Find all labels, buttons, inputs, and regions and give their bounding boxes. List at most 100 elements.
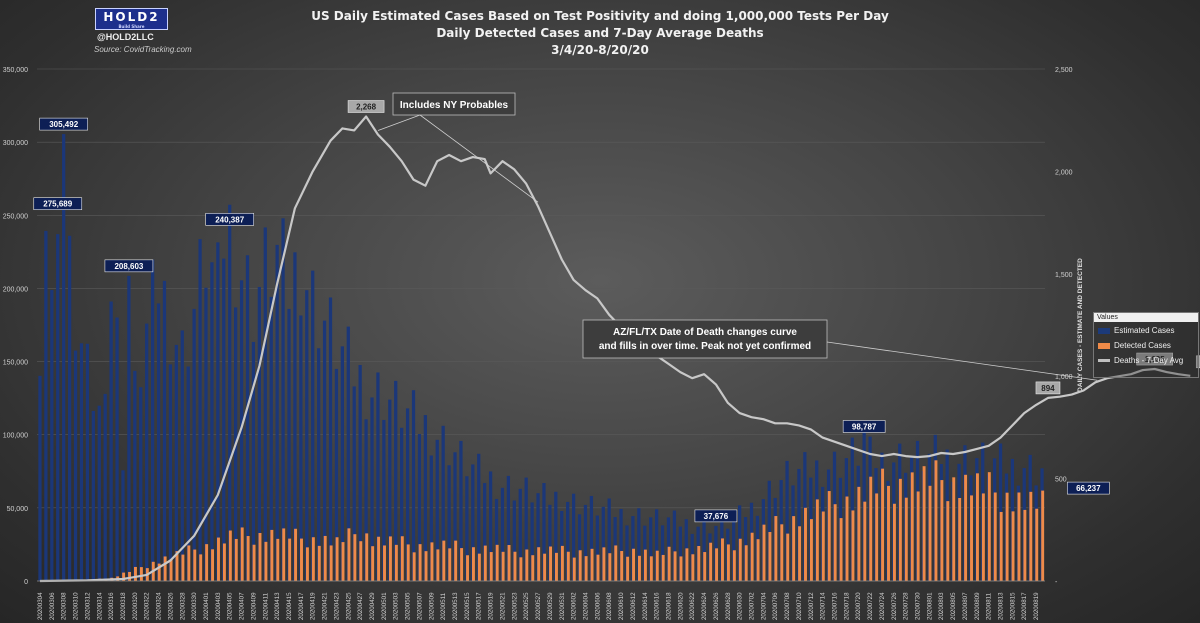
chart-title-line-1: US Daily Estimated Cases Based on Test P…: [311, 9, 889, 23]
bar-estimated: [97, 405, 101, 581]
bar-detected: [454, 540, 458, 581]
bar-detected: [276, 538, 280, 581]
data-label-box: [1067, 481, 1110, 495]
bar-estimated: [607, 498, 611, 581]
bar-estimated: [583, 504, 588, 581]
bar-detected: [821, 511, 825, 581]
bar-detected: [187, 545, 191, 581]
bar-estimated: [162, 280, 167, 581]
x-tick-label: 20200519: [488, 592, 495, 620]
bar-detected: [193, 549, 197, 581]
data-label-box: [104, 259, 154, 273]
x-tick-label: 20200521: [499, 592, 506, 620]
bar-detected: [489, 552, 493, 581]
bar-detected: [715, 548, 719, 581]
x-tick-label: 20200423: [333, 592, 340, 620]
bar-detected: [952, 477, 956, 581]
deaths-line: [39, 115, 1191, 583]
x-tick-label: 20200415: [286, 592, 293, 620]
bar-estimated: [654, 509, 659, 581]
bar-detected: [614, 545, 618, 581]
bar-detected: [353, 534, 357, 581]
bar-estimated: [400, 427, 404, 581]
bar-estimated: [660, 525, 665, 581]
x-tick-label: 20200413: [274, 592, 281, 620]
bar-detected: [964, 474, 968, 581]
bar-estimated: [465, 476, 469, 581]
bar-estimated: [518, 488, 522, 581]
x-tick-label: 20200503: [393, 592, 400, 620]
bar-detected: [774, 516, 778, 581]
bar-detected: [756, 539, 760, 581]
bar-detected: [804, 507, 807, 581]
legend-label-detected: Detected Cases: [1114, 341, 1171, 350]
bar-estimated: [186, 366, 190, 581]
bar-detected: [424, 551, 428, 581]
bar-detected: [329, 545, 333, 581]
y-tick-label-left: 200,000: [3, 286, 28, 293]
bar-estimated: [322, 320, 327, 581]
x-tick-label: 20200310: [73, 592, 80, 620]
bar-detected: [430, 542, 434, 581]
bar-detected: [596, 554, 600, 581]
bar-estimated: [263, 227, 267, 582]
legend-label-deaths: Deaths - 7-Day Avg: [1114, 356, 1184, 365]
data-label-box: [842, 420, 886, 433]
x-tick-label: 20200505: [405, 592, 412, 620]
x-tick-label: 20200815: [1009, 592, 1016, 620]
bar-estimated: [251, 341, 256, 581]
x-tick-label: 20200720: [855, 592, 862, 620]
x-tick-label: 20200602: [571, 592, 578, 620]
bar-detected: [798, 526, 802, 581]
bar-estimated: [429, 455, 433, 581]
bar-detected: [388, 536, 392, 581]
bar-estimated: [471, 464, 475, 581]
bar-detected: [786, 533, 790, 581]
bar-detected: [359, 541, 363, 581]
bar-detected: [258, 533, 262, 581]
bar-estimated: [358, 364, 362, 581]
bar-detected: [572, 557, 576, 581]
bar-detected: [175, 551, 179, 581]
bar-detected: [466, 555, 469, 581]
bar-estimated: [619, 508, 623, 581]
x-tick-label: 20200612: [630, 592, 637, 620]
legend-item-estimated: Estimated Cases: [1094, 324, 1198, 337]
bar-estimated: [139, 387, 143, 581]
x-tick-label: 20200529: [547, 592, 554, 620]
x-tick-label: 20200722: [867, 592, 874, 620]
bar-estimated: [785, 460, 789, 581]
bar-estimated: [317, 348, 321, 581]
bar-estimated: [174, 344, 178, 581]
y-tick-label-right: 2,500: [1055, 67, 1073, 74]
bar-detected: [181, 554, 185, 581]
bar-detected: [999, 511, 1003, 581]
bar-estimated: [417, 434, 422, 581]
bar-detected: [507, 545, 511, 581]
x-tick-label: 20200716: [832, 592, 839, 620]
x-tick-label: 20200421: [322, 592, 329, 620]
x-tick-label: 20200507: [416, 592, 423, 620]
bar-detected: [904, 497, 908, 581]
bar-detected: [483, 545, 487, 581]
x-tick-label: 20200616: [654, 592, 661, 620]
bar-estimated: [631, 516, 635, 581]
x-tick-label: 20200328: [179, 592, 186, 620]
x-tick-label: 20200429: [369, 592, 376, 620]
bar-detected: [934, 460, 938, 581]
bar-estimated: [156, 303, 161, 581]
chart-legend: Values Estimated Cases Detected Cases De…: [1093, 312, 1199, 378]
bar-detected: [632, 548, 636, 581]
x-tick-label: 20200417: [298, 592, 305, 620]
y-tick-label-left: 350,000: [3, 67, 28, 74]
bar-detected: [869, 476, 873, 581]
x-tick-label: 20200517: [476, 592, 483, 620]
bar-detected: [863, 501, 867, 581]
bar-detected: [643, 549, 647, 581]
bar-estimated: [548, 504, 552, 581]
x-tick-label: 20200724: [879, 592, 886, 620]
data-label-box: [1136, 352, 1173, 366]
x-tick-label: 20200610: [618, 592, 625, 620]
bar-detected: [448, 548, 452, 581]
bar-detected: [222, 543, 226, 581]
